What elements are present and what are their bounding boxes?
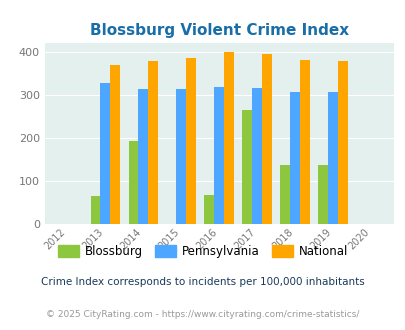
Bar xyxy=(224,52,233,224)
Bar xyxy=(100,82,110,224)
Bar xyxy=(299,60,309,224)
Bar xyxy=(280,165,290,224)
Bar xyxy=(262,54,271,224)
Bar xyxy=(148,61,158,224)
Bar xyxy=(337,61,347,224)
Text: © 2025 CityRating.com - https://www.cityrating.com/crime-statistics/: © 2025 CityRating.com - https://www.city… xyxy=(46,310,359,319)
Bar xyxy=(128,141,138,224)
Bar xyxy=(252,88,262,224)
Bar xyxy=(204,195,214,224)
Bar xyxy=(290,92,299,224)
Bar xyxy=(110,65,120,224)
Bar xyxy=(176,89,186,224)
Bar xyxy=(318,165,327,224)
Bar xyxy=(138,89,148,224)
Text: Crime Index corresponds to incidents per 100,000 inhabitants: Crime Index corresponds to incidents per… xyxy=(41,278,364,287)
Bar xyxy=(327,92,337,224)
Bar xyxy=(214,87,224,224)
Title: Blossburg Violent Crime Index: Blossburg Violent Crime Index xyxy=(90,22,348,38)
Bar xyxy=(242,110,252,224)
Bar xyxy=(90,196,100,224)
Legend: Blossburg, Pennsylvania, National: Blossburg, Pennsylvania, National xyxy=(53,240,352,263)
Bar xyxy=(186,58,196,224)
